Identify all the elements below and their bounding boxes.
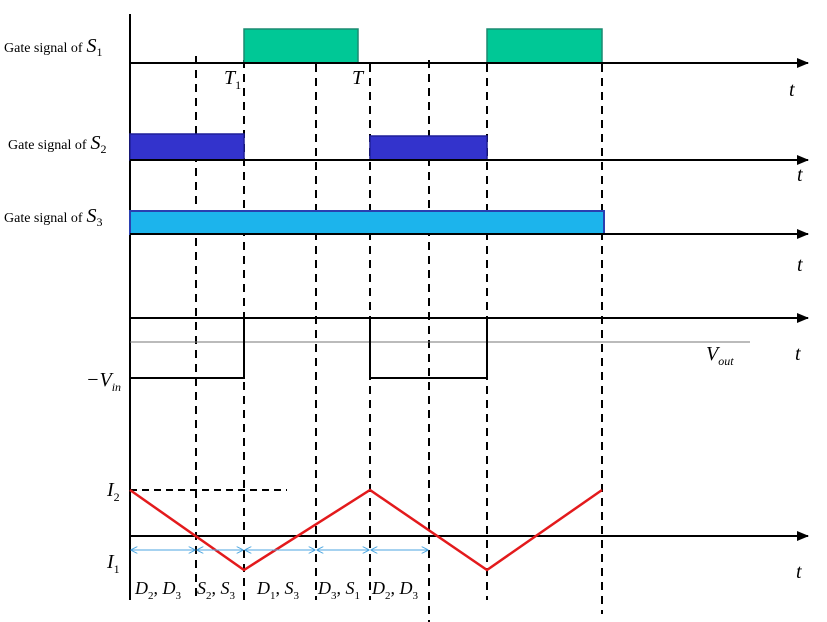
s3-pulse xyxy=(129,210,605,235)
vout-label: Vout xyxy=(706,343,734,368)
voltage-pulse-1 xyxy=(130,317,245,379)
neg-vin-label: −Vin xyxy=(86,369,121,394)
s2-pulse-2 xyxy=(369,135,488,161)
t-axis-label-1: t xyxy=(789,79,795,101)
i1-label: I1 xyxy=(106,551,120,576)
inductor-current-waveform xyxy=(129,488,603,572)
s2-gate-label: Gate signal of S2 xyxy=(8,132,107,156)
s3-gate-label: Gate signal of S3 xyxy=(4,205,103,229)
voltage-pulse-2 xyxy=(369,318,488,379)
t-axis-label-3: t xyxy=(797,254,803,276)
t-axis-label-4: t xyxy=(795,343,801,365)
t-period-label: T xyxy=(352,67,365,89)
interval-label-2: S2, S3 xyxy=(197,578,236,602)
s2-pulse-1 xyxy=(129,133,245,161)
t-axis-label-5: t xyxy=(796,561,802,583)
i2-label: I2 xyxy=(106,479,120,504)
interval-label-5: D2, D3 xyxy=(371,578,419,602)
interval-label-1: D2, D3 xyxy=(134,578,182,602)
interval-label-4: D3, S1 xyxy=(317,578,360,602)
t-axis-label-2: t xyxy=(797,164,803,186)
s1-gate-label: Gate signal of S1 xyxy=(4,35,103,59)
t1-label: T1 xyxy=(224,67,241,92)
interval-label-3: D1, S3 xyxy=(256,578,300,602)
s1-pulse-1 xyxy=(243,28,359,64)
s1-pulse-2 xyxy=(486,28,603,64)
